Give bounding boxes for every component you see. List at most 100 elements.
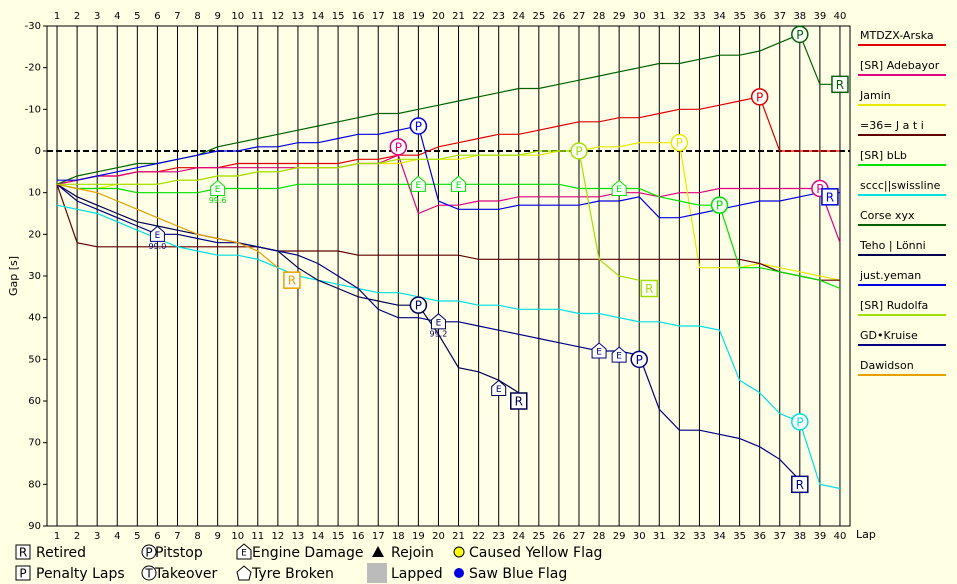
pit-circle [670,133,689,152]
x-tick-label: 40 [834,531,847,542]
x-tick-label: 30 [633,531,646,542]
key-tyre [236,565,252,581]
event-letter: R [826,190,834,204]
x-tick-label-top: 18 [392,11,405,22]
event-marker: P [409,117,428,135]
event-marker: P [389,138,408,156]
event-marker: E [611,346,627,363]
x-tick-label-top: 26 [553,11,566,22]
engine-icon [210,179,226,196]
x-axis-label: Lap [856,528,876,541]
x-tick-label: 29 [613,531,626,542]
x-tick-label-top: 3 [94,11,100,22]
series-line [56,183,801,481]
x-tick-label-top: 1 [54,11,60,22]
legend-label: sccc||swissline [860,179,941,192]
x-tick-label-top: 16 [352,11,365,22]
event-marker: R [510,392,528,410]
event-letter: E [416,181,422,191]
x-tick-label-top: 11 [251,11,264,22]
x-tick-label: 13 [292,531,305,542]
y-tick-label: -10 [25,104,41,115]
x-tick-label-top: 28 [593,11,606,22]
y-tick-label: -30 [25,21,41,32]
event-letter: E [155,231,161,241]
event-marker: P [409,296,428,314]
x-tick-label: 11 [251,531,264,542]
x-tick-label: 12 [271,531,284,542]
x-tick-label: 24 [512,531,525,542]
event-letter: E [616,185,622,195]
x-tick-label: 16 [352,531,365,542]
event-marker: P [791,25,809,44]
event-label: 99.2 [430,329,448,338]
engine-icon [591,342,607,359]
y-tick-label: 60 [28,396,41,407]
x-tick-label: 2 [74,531,80,542]
event-letter: P [756,90,763,104]
x-tick-label-top: 21 [452,11,465,22]
pit-circle [389,138,408,156]
legend-label: Dawidson [860,359,914,372]
retired-box [510,392,528,410]
key-symbol: E [241,549,247,559]
engine-icon [451,175,467,192]
event-letter: R [645,282,653,296]
series-line [56,204,841,490]
event-letter: P [716,199,723,213]
event-marker: P [750,88,769,106]
event-marker: P [570,142,588,160]
pit-circle [710,196,729,214]
x-tick-label-top: 13 [292,11,305,22]
series-line [57,150,640,281]
x-tick-label-top: 30 [633,11,646,22]
legend-label: Corse xyx [860,209,915,222]
engine-icon [430,313,446,330]
y-tick-label: 50 [28,354,41,365]
x-tick-label-top: 8 [194,11,200,22]
x-tick-label-top: 33 [693,11,706,22]
event-marker: E [410,175,426,192]
legend-label: just.yeman [859,269,921,282]
event-letter: P [415,120,422,134]
x-tick-label-top: 17 [372,11,385,22]
key-symbol: T [144,567,153,581]
x-tick-label: 36 [753,531,766,542]
event-letter: P [796,28,803,42]
y-tick-label: -20 [25,63,41,74]
event-letter: R [288,274,296,288]
engine-icon [611,346,627,363]
event-marker: P [630,350,648,369]
x-tick-label-top: 37 [773,11,786,22]
event-letter: E [436,318,442,328]
x-tick-label: 6 [154,531,160,542]
x-tick-label: 3 [94,531,100,542]
series-line [57,125,840,219]
x-tick-label-top: 7 [174,11,180,22]
y-tick-label: 80 [28,479,41,490]
series-line [56,183,520,394]
event-letter: P [395,140,402,154]
x-tick-label-top: 2 [74,11,80,22]
retired-box [283,271,301,289]
event-letter: E [215,185,221,195]
key-label: Penalty Laps [36,566,125,582]
key-yellow [453,546,465,558]
event-marker: R [640,279,658,298]
pit-circle [791,25,809,44]
event-letter: R [796,478,804,492]
event-letter: P [415,299,422,313]
event-marker: P [670,133,689,152]
series-line [56,183,279,269]
x-tick-label-top: 9 [214,11,220,22]
legend-label: Jamin [859,89,891,102]
key-label: Retired [36,545,86,561]
event-marker: P [791,413,809,431]
pit-circle [570,142,588,160]
x-tick-label: 25 [532,531,545,542]
y-tick-label: 90 [28,521,41,532]
event-marker: E99.6 [209,179,227,205]
key-label: Engine Damage [252,545,364,561]
legend-label: [SR] Adebayor [860,59,940,72]
x-tick-label: 28 [593,531,606,542]
